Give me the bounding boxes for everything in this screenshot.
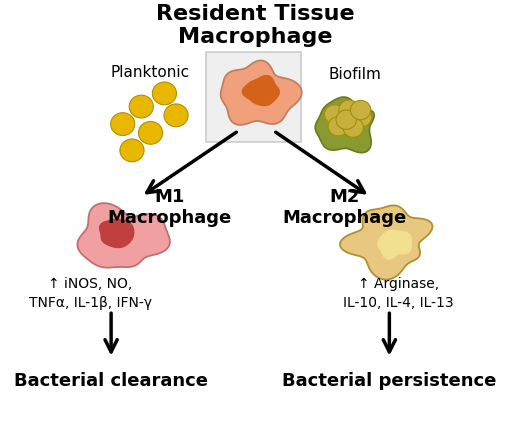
Text: Planktonic: Planktonic [111, 65, 190, 80]
Circle shape [120, 139, 144, 162]
Circle shape [350, 101, 371, 120]
Circle shape [111, 113, 135, 135]
Circle shape [328, 116, 349, 136]
Text: M1
Macrophage: M1 Macrophage [107, 188, 231, 227]
Circle shape [129, 95, 153, 118]
Circle shape [339, 100, 359, 119]
Circle shape [343, 118, 364, 137]
Polygon shape [100, 219, 134, 247]
Text: Biofilm: Biofilm [328, 67, 381, 82]
Circle shape [351, 108, 372, 127]
Polygon shape [242, 75, 279, 105]
Circle shape [153, 82, 177, 105]
Circle shape [336, 110, 356, 129]
FancyBboxPatch shape [206, 52, 301, 142]
Text: ↑ iNOS, NO,
TNFα, IL-1β, IFN-γ: ↑ iNOS, NO, TNFα, IL-1β, IFN-γ [29, 277, 152, 310]
Polygon shape [221, 60, 302, 125]
Text: Bacterial clearance: Bacterial clearance [14, 372, 208, 390]
Text: M2
Macrophage: M2 Macrophage [282, 188, 407, 227]
Polygon shape [77, 203, 170, 268]
Text: ↑ Arginase,
IL-10, IL-4, IL-13: ↑ Arginase, IL-10, IL-4, IL-13 [344, 277, 454, 310]
Circle shape [164, 104, 188, 127]
Circle shape [325, 105, 345, 124]
Polygon shape [378, 231, 411, 259]
Text: Resident Tissue
Macrophage: Resident Tissue Macrophage [156, 4, 354, 47]
Polygon shape [315, 97, 374, 153]
Text: Bacterial persistence: Bacterial persistence [282, 372, 497, 390]
Circle shape [138, 121, 163, 144]
Polygon shape [340, 206, 433, 280]
